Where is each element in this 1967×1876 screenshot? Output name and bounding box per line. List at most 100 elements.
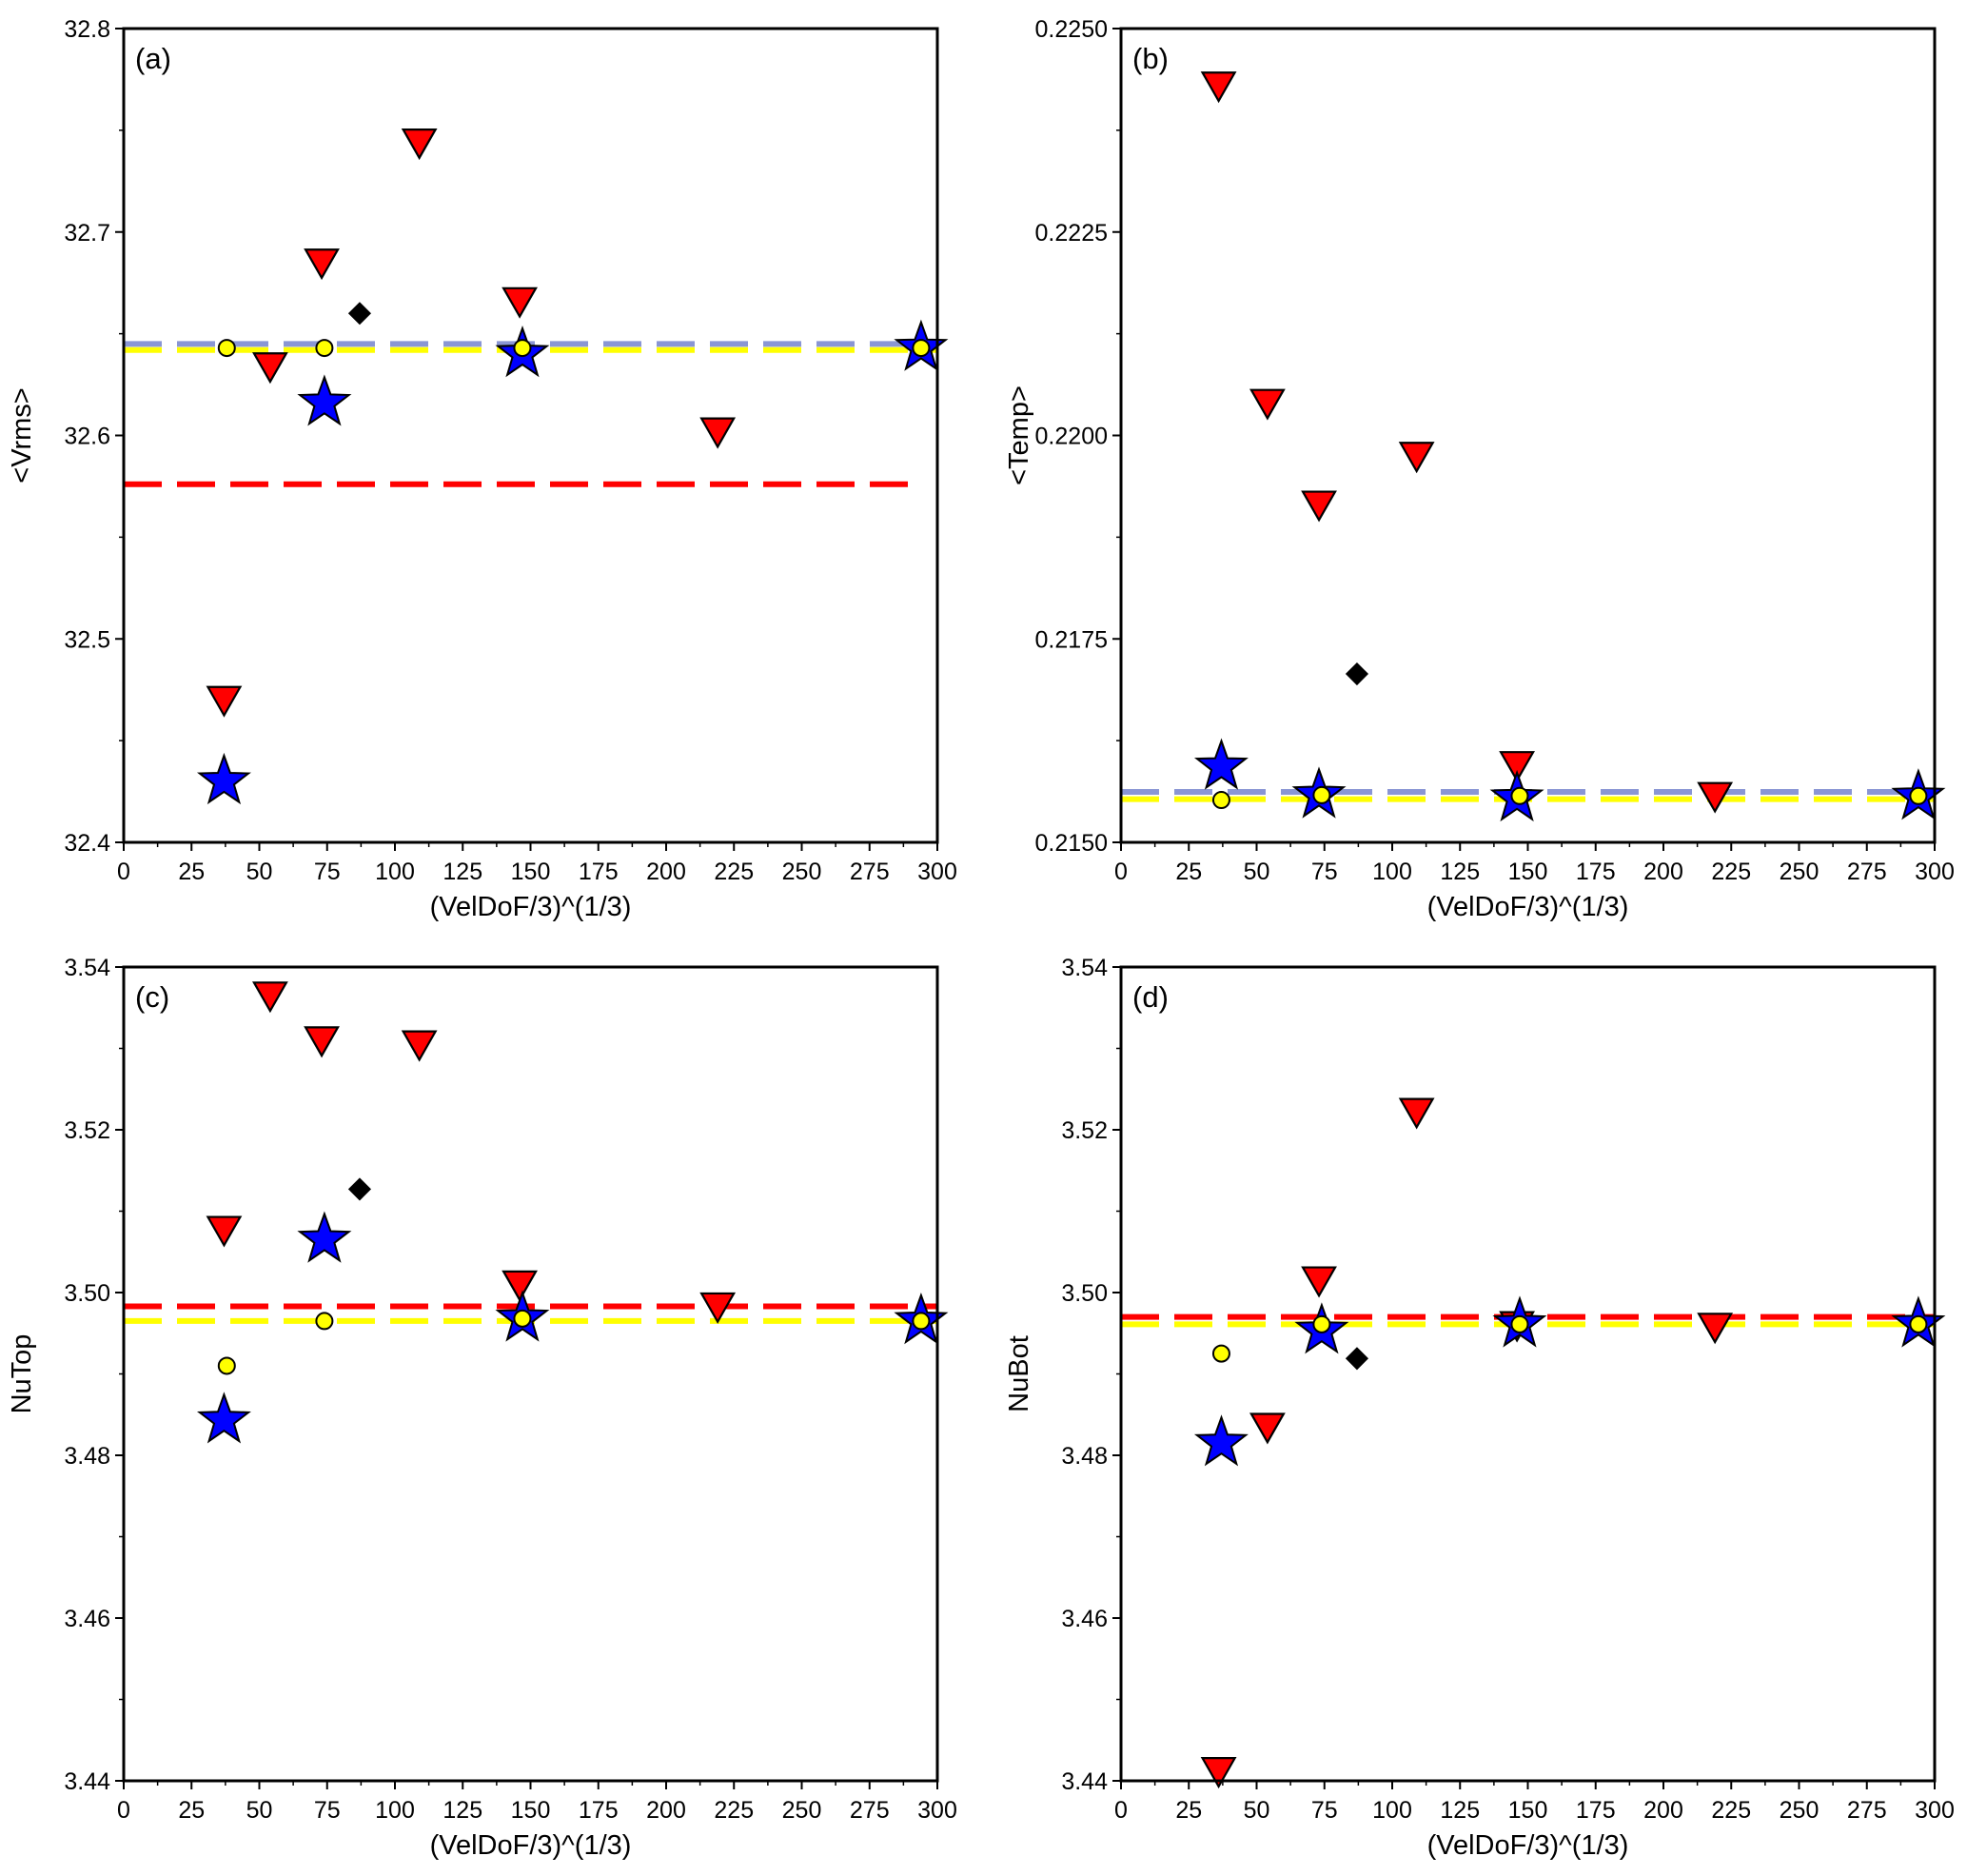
circle-marker bbox=[513, 1309, 532, 1328]
triangle-marker bbox=[1301, 1266, 1337, 1298]
circle-marker bbox=[315, 1312, 334, 1331]
y-axis-title: <Temp> bbox=[1004, 385, 1034, 485]
y-tick-label: 0.2200 bbox=[1035, 424, 1108, 450]
y-tick-label: 0.2225 bbox=[1035, 220, 1108, 247]
triangle-marker bbox=[304, 1026, 340, 1058]
x-tick-label: 25 bbox=[178, 859, 205, 885]
x-tick-label: 250 bbox=[1780, 859, 1819, 885]
diamond-marker bbox=[347, 302, 372, 326]
circle-marker bbox=[1211, 1344, 1230, 1363]
circle-marker bbox=[912, 339, 931, 358]
x-tick-label: 25 bbox=[1175, 1797, 1202, 1824]
markers bbox=[196, 128, 949, 805]
x-tick-label: 75 bbox=[314, 859, 341, 885]
x-tick-label: 125 bbox=[1440, 859, 1480, 885]
x-tick-label: 225 bbox=[1711, 859, 1751, 885]
x-tick-label: 275 bbox=[850, 859, 890, 885]
y-tick-label: 0.2150 bbox=[1035, 830, 1108, 857]
circle-marker bbox=[315, 339, 334, 358]
x-tick-label: 150 bbox=[511, 859, 551, 885]
x-tick-label: 150 bbox=[1508, 1797, 1548, 1824]
chart-panel-b: 0 25 50 75 100 125 150 175 200 225 250 275 300 0.2150… bbox=[1004, 16, 1955, 922]
x-tick-label: 0 bbox=[1114, 859, 1128, 885]
diamond-marker bbox=[347, 1177, 372, 1201]
y-axis-title: NuTop bbox=[7, 1334, 37, 1414]
triangle-marker bbox=[1499, 751, 1535, 783]
markers bbox=[1193, 1097, 1946, 1789]
x-tick-label: 275 bbox=[1847, 859, 1887, 885]
circle-marker bbox=[1312, 1314, 1331, 1333]
x-tick-label: 175 bbox=[1576, 859, 1616, 885]
markers bbox=[1193, 71, 1946, 822]
y-tick-label: 3.50 bbox=[1061, 1280, 1108, 1307]
x-tick-label: 100 bbox=[1372, 1797, 1412, 1824]
x-tick-label: 300 bbox=[1915, 1797, 1955, 1824]
y-tick-label: 3.54 bbox=[64, 955, 110, 981]
x-axis-title: (VelDoF/3)^(1/3) bbox=[1427, 1830, 1629, 1861]
circle-marker bbox=[1909, 786, 1928, 805]
x-axis-title: (VelDoF/3)^(1/3) bbox=[430, 892, 632, 922]
y-tick-label: 3.46 bbox=[64, 1606, 110, 1632]
circle-marker bbox=[1312, 785, 1331, 804]
x-tick-label: 0 bbox=[117, 1797, 130, 1824]
x-tick-label: 200 bbox=[1643, 1797, 1683, 1824]
triangle-marker bbox=[502, 286, 538, 319]
x-tick-label: 200 bbox=[646, 859, 686, 885]
triangle-marker bbox=[1249, 388, 1286, 421]
x-tick-label: 175 bbox=[1576, 1797, 1616, 1824]
x-tick-label: 100 bbox=[1372, 859, 1412, 885]
x-tick-label: 100 bbox=[375, 1797, 415, 1824]
circle-marker bbox=[1510, 1314, 1529, 1333]
x-tick-label: 100 bbox=[375, 859, 415, 885]
x-tick-label: 250 bbox=[782, 1797, 822, 1824]
x-tick-label: 300 bbox=[917, 859, 957, 885]
y-tick-label: 0.2175 bbox=[1035, 626, 1108, 653]
x-tick-label: 50 bbox=[1244, 859, 1270, 885]
y-tick-label: 32.4 bbox=[64, 830, 110, 857]
chart-panel-a: 0 25 50 75 100 125 150 175 200 225 250 275 300 32.4 32… bbox=[7, 16, 957, 922]
panel-label: (c) bbox=[135, 980, 169, 1014]
triangle-marker bbox=[252, 981, 288, 1014]
circle-marker bbox=[912, 1312, 931, 1331]
x-tick-label: 0 bbox=[1114, 1797, 1128, 1824]
star-marker bbox=[297, 1211, 352, 1263]
markers bbox=[196, 981, 949, 1444]
x-tick-label: 225 bbox=[714, 859, 754, 885]
star-marker bbox=[1193, 738, 1249, 790]
y-tick-label: 3.50 bbox=[64, 1280, 110, 1307]
triangle-marker bbox=[699, 417, 737, 449]
x-tick-label: 75 bbox=[1311, 859, 1338, 885]
triangle-marker bbox=[304, 248, 340, 281]
x-tick-label: 25 bbox=[1175, 859, 1202, 885]
circle-marker bbox=[1510, 786, 1529, 805]
chart-panel-c: 0 25 50 75 100 125 150 175 200 225 250 275 300 3.44 3.… bbox=[7, 955, 957, 1861]
triangle-marker bbox=[699, 1292, 737, 1324]
x-tick-label: 75 bbox=[1311, 1797, 1338, 1824]
plot-frame bbox=[122, 965, 939, 1783]
x-tick-label: 25 bbox=[178, 1797, 205, 1824]
triangle-marker bbox=[1200, 1757, 1237, 1789]
x-axis-title: (VelDoF/3)^(1/3) bbox=[1427, 892, 1629, 922]
circle-marker bbox=[217, 1356, 236, 1375]
triangle-marker bbox=[206, 1215, 243, 1248]
circle-marker bbox=[513, 339, 532, 358]
x-tick-label: 125 bbox=[443, 859, 482, 885]
y-tick-label: 3.52 bbox=[1061, 1117, 1108, 1144]
y-tick-label: 3.48 bbox=[1061, 1443, 1108, 1470]
y-tick-label: 3.44 bbox=[1061, 1768, 1108, 1795]
circle-marker bbox=[217, 339, 236, 358]
x-tick-label: 225 bbox=[1711, 1797, 1751, 1824]
triangle-marker bbox=[1697, 781, 1734, 814]
y-tick-label: 3.52 bbox=[64, 1117, 110, 1144]
x-tick-label: 150 bbox=[1508, 859, 1548, 885]
circle-marker bbox=[1211, 791, 1230, 810]
triangle-marker bbox=[206, 685, 243, 718]
triangle-marker bbox=[1249, 1412, 1286, 1445]
x-tick-label: 275 bbox=[850, 1797, 890, 1824]
x-tick-label: 175 bbox=[579, 1797, 619, 1824]
x-tick-label: 150 bbox=[511, 1797, 551, 1824]
x-tick-label: 0 bbox=[117, 859, 130, 885]
x-tick-label: 175 bbox=[579, 859, 619, 885]
y-tick-label: 3.54 bbox=[1061, 955, 1108, 981]
